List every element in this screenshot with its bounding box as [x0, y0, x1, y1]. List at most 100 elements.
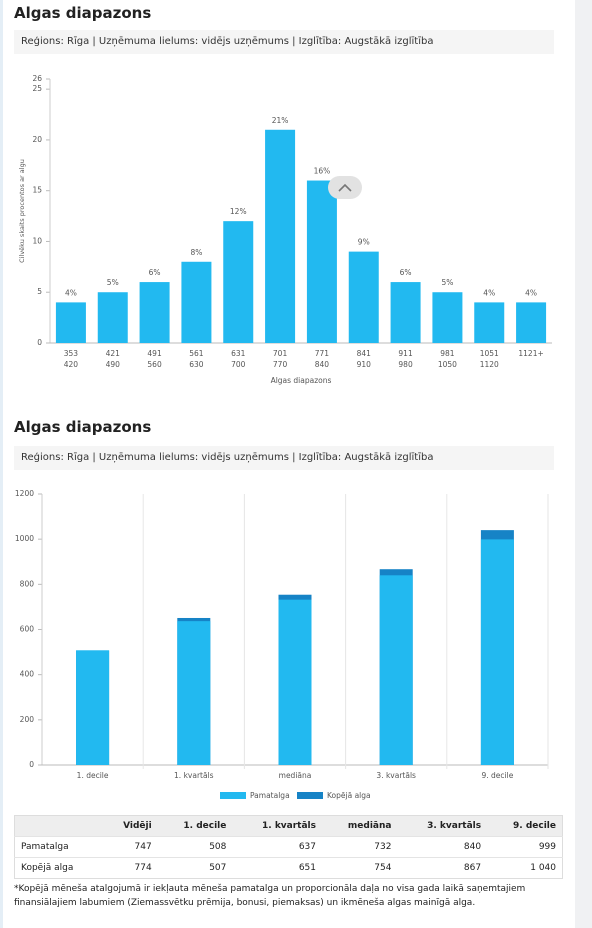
salary-table: Vidēji 1. decile 1. kvartāls mediāna 3. kvar… [14, 815, 563, 879]
value-label: 4% [65, 288, 77, 297]
x-tick-label: 1120 [480, 360, 499, 369]
value-label: 6% [400, 268, 412, 277]
table-cell: 840 [397, 836, 488, 858]
x-tick-label: 421 [106, 349, 121, 358]
scroll-up-button[interactable] [328, 176, 362, 199]
chevron-icon [338, 183, 352, 192]
value-label: 9% [358, 238, 370, 247]
x-tick-label: 1051 [480, 349, 499, 358]
bar [379, 575, 413, 765]
x-tick-label: 771 [315, 349, 330, 358]
x-tick-label: 1050 [438, 360, 457, 369]
x-tick-label: 1. decile [77, 771, 109, 780]
bar [390, 282, 421, 343]
y-axis-title: Cilvēku skaits procentos ar algu [18, 159, 26, 263]
bar [306, 180, 337, 343]
x-tick-label: 630 [189, 360, 204, 369]
legend-label: Kopējā alga [327, 791, 371, 800]
value-label: 5% [107, 278, 119, 287]
value-label: 4% [483, 288, 495, 297]
bar [181, 261, 212, 343]
bar [432, 292, 463, 343]
x-tick-label: 353 [64, 349, 79, 358]
bar [348, 251, 379, 343]
table-cell: 507 [157, 857, 233, 879]
filters: Reģions: Rīga | Uzņēmuma lielums: vidējs… [14, 446, 554, 470]
table-cell: 774 [102, 857, 158, 879]
x-tick-label: 700 [231, 360, 246, 369]
x-tick-label: 420 [64, 360, 79, 369]
footnote: *Kopējā mēneša atalgojumā ir iekļauta mē… [14, 884, 526, 908]
row-label: Pamatalga [14, 836, 103, 858]
y-tick-label: 400 [20, 670, 35, 679]
table-row: Pamatalga 747 508 637 732 840 999 [14, 836, 563, 858]
y-tick-label: 1200 [15, 489, 34, 498]
y-tick-label: 0 [29, 760, 34, 769]
bar [516, 302, 547, 343]
section-title: Algas diapazons [14, 4, 152, 22]
value-label: 6% [149, 268, 161, 277]
table-cell: 747 [102, 836, 158, 858]
y-tick-label: 25 [32, 84, 42, 93]
bar [265, 129, 296, 343]
x-tick-label: 1. kvartāls [174, 771, 214, 780]
y-tick-label: 0 [37, 338, 42, 347]
x-tick-label: 491 [147, 349, 162, 358]
x-tick-label: 841 [357, 349, 372, 358]
header-cell: mediāna [322, 815, 398, 837]
table-cell: 651 [232, 857, 322, 879]
y-tick-label: 15 [32, 186, 42, 195]
y-tick-label: 10 [32, 236, 42, 245]
table-cell: 867 [397, 857, 488, 879]
x-tick-label: 701 [273, 349, 288, 358]
bar [139, 282, 170, 343]
legend-label: Pamatalga [250, 791, 290, 800]
header-cell: 1. kvartāls [232, 815, 322, 837]
header-cell: 9. decile [487, 815, 563, 837]
bar [55, 302, 86, 343]
x-tick-label: mediāna [279, 771, 312, 780]
table-cell: 637 [232, 836, 322, 858]
x-tick-label: 631 [231, 349, 246, 358]
table-cell: 732 [322, 836, 398, 858]
x-tick-label: 910 [357, 360, 372, 369]
y-tick-label: 26 [32, 74, 42, 83]
bar [177, 621, 211, 765]
header-cell: 1. decile [157, 815, 233, 837]
edge [0, 0, 3, 928]
bar [97, 292, 128, 343]
bar [474, 302, 505, 343]
x-axis-title: Algas diapazons [271, 376, 332, 385]
row-label: Kopējā alga [14, 857, 103, 879]
header-cell: Vidēji [102, 815, 158, 837]
y-tick-label: 200 [20, 715, 35, 724]
x-tick-label: 3. kvartāls [376, 771, 416, 780]
value-label: 16% [314, 167, 331, 176]
legend-swatch [297, 792, 323, 799]
table-cell: 999 [487, 836, 563, 858]
bar [480, 539, 514, 765]
section-title: Algas diapazons [14, 418, 152, 436]
header-cell: 3. kvartāls [397, 815, 488, 837]
x-tick-label: 840 [315, 360, 330, 369]
chart: 0 200 400 600 800 1000 1200 1. decile 1. kvartāl… [15, 489, 549, 800]
value-label: 21% [272, 116, 289, 125]
table-cell: 1 040 [487, 857, 563, 879]
x-tick-label: 980 [398, 360, 413, 369]
header-row: Vidēji 1. decile 1. kvartāls mediāna 3. kvar… [14, 815, 563, 837]
x-tick-label: 981 [440, 349, 455, 358]
table-cell: 754 [322, 857, 398, 879]
bar [223, 221, 254, 343]
y-tick-label: 1000 [15, 534, 34, 543]
value-label: 8% [190, 248, 202, 257]
y-tick-label: 600 [20, 625, 35, 634]
y-tick-label: 5 [37, 287, 42, 296]
y-tick-label: 800 [20, 579, 35, 588]
bar [278, 599, 312, 765]
value-label: 4% [525, 288, 537, 297]
scroll-strip [575, 0, 592, 928]
x-tick-label: 911 [398, 349, 413, 358]
x-tick-label: 1121+ [518, 349, 543, 358]
